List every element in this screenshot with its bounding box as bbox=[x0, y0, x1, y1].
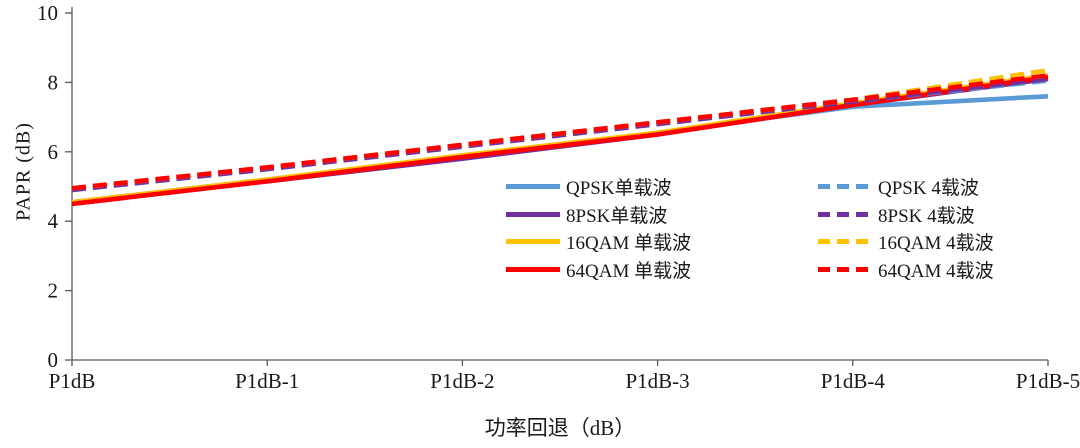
legend-label: QPSK 4载波 bbox=[878, 178, 979, 200]
legend-label: 64QAM 单载波 bbox=[566, 260, 692, 282]
legend-label: 8PSK单载波 bbox=[566, 205, 668, 227]
y-axis-title: PAPR (dB) bbox=[12, 122, 35, 221]
legend-item-qpsk-single: QPSK单载波 bbox=[506, 173, 762, 200]
x-tick-label: P1dB-3 bbox=[626, 369, 690, 393]
legend-item-16qam-4carrier: 16QAM 4载波 bbox=[818, 228, 1074, 255]
y-tick-label: 2 bbox=[48, 279, 59, 303]
legend-label: 64QAM 4载波 bbox=[878, 260, 994, 282]
series-line-64qam-single bbox=[71, 74, 1049, 207]
legend-item-8psk-4carrier: 8PSK 4载波 bbox=[818, 201, 1074, 228]
x-tick-label: P1dB-1 bbox=[235, 369, 299, 393]
y-tick-label: 6 bbox=[48, 140, 59, 164]
legend-swatch-dashed-line bbox=[818, 266, 872, 272]
legend-label: QPSK单载波 bbox=[566, 178, 672, 200]
legend-item-8psk-single: 8PSK单载波 bbox=[506, 201, 762, 228]
legend-swatch-dashed-line bbox=[818, 184, 872, 190]
x-tick-label: P1dB-4 bbox=[821, 369, 886, 393]
legend-swatch-dashed-line bbox=[818, 239, 872, 245]
x-tick-label: P1dB bbox=[49, 369, 96, 393]
legend-swatch-solid-line bbox=[506, 211, 560, 217]
legend-swatch-dashed-line bbox=[818, 211, 872, 217]
y-tick-label: 8 bbox=[48, 70, 59, 94]
y-tick-label: 10 bbox=[37, 1, 58, 25]
x-tick-label: P1dB-2 bbox=[430, 369, 494, 393]
x-axis-title: 功率回退（dB） bbox=[484, 416, 636, 440]
legend-label: 16QAM 单载波 bbox=[566, 233, 692, 255]
legend-swatch-solid-line bbox=[506, 266, 560, 272]
chart-legend: QPSK单载波 8PSK单载波 16QAM 单载波 64QAM 单载波 QPSK… bbox=[506, 173, 1074, 283]
y-tick-label: 4 bbox=[48, 209, 59, 233]
legend-item-64qam-4carrier: 64QAM 4载波 bbox=[818, 256, 1074, 283]
y-tick-label: 0 bbox=[48, 348, 59, 372]
legend-item-16qam-single: 16QAM 单载波 bbox=[506, 228, 762, 255]
legend-swatch-solid-line bbox=[506, 184, 560, 190]
series-line-64qam-4 bbox=[71, 73, 1049, 191]
legend-swatch-solid-line bbox=[506, 239, 560, 245]
legend-item-qpsk-4carrier: QPSK 4载波 bbox=[818, 173, 1074, 200]
x-tick-label: P1dB-5 bbox=[1016, 369, 1080, 393]
legend-label: 8PSK 4载波 bbox=[878, 205, 975, 227]
legend-item-64qam-single: 64QAM 单载波 bbox=[506, 256, 762, 283]
legend-label: 16QAM 4载波 bbox=[878, 233, 994, 255]
